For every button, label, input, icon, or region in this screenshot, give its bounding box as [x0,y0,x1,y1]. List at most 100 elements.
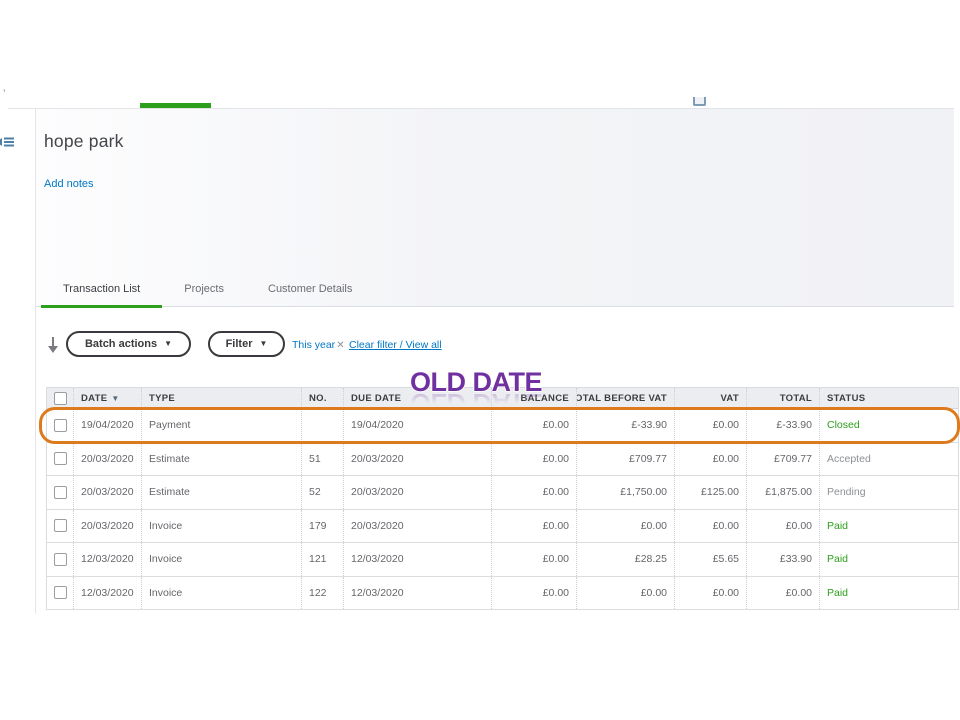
table-row[interactable]: 20/03/2020 Estimate 51 20/03/2020 £0.00 … [47,442,958,476]
tab-projects[interactable]: Projects [184,283,224,295]
header-total-before-vat[interactable]: TOTAL BEFORE VAT [577,388,675,408]
vat-cell[interactable]: £0.00 [675,409,747,442]
total-cell[interactable]: £-33.90 [747,409,820,442]
no-cell[interactable]: 122 [302,576,344,609]
batch-actions-label: Batch actions [84,338,158,350]
no-cell[interactable] [302,409,344,442]
type-cell[interactable]: Invoice [142,509,302,542]
chevron-down-icon: ▼ [164,339,173,348]
total-cell[interactable]: £709.77 [747,442,820,475]
header-date[interactable]: DATE ▼ [74,388,142,408]
type-cell[interactable]: Invoice [142,576,302,609]
vat-cell[interactable]: £5.65 [675,543,747,576]
type-cell[interactable]: Invoice [142,543,302,576]
date-cell[interactable]: 12/03/2020 [74,543,142,576]
tab-customer-details[interactable]: Customer Details [268,283,353,295]
sidebar-collapse-icon[interactable] [0,133,15,151]
status-cell[interactable]: Accepted [827,452,871,465]
total-cell[interactable]: £0.00 [747,509,820,542]
row-checkbox[interactable] [53,519,67,533]
total-cell[interactable]: £0.00 [747,576,820,609]
type-cell[interactable]: Payment [142,409,302,442]
date-cell[interactable]: 19/04/2020 [74,409,142,442]
balance-cell[interactable]: £0.00 [492,476,577,509]
status-cell[interactable]: Paid [827,519,849,532]
row-checkbox-cell [47,409,74,442]
due-date-cell[interactable]: 12/03/2020 [344,543,492,576]
total-cell[interactable]: £1,875.00 [747,476,820,509]
row-checkbox-cell [47,509,74,542]
row-checkbox-cell [47,576,74,609]
date-cell[interactable]: 20/03/2020 [74,476,142,509]
header-status[interactable]: STATUS [827,392,866,404]
table-row[interactable]: 19/04/2020 Payment 19/04/2020 £0.00 £-33… [39,406,960,444]
header-vat[interactable]: VAT [675,388,747,408]
tab-transaction-list[interactable]: Transaction List [41,283,163,308]
row-checkbox-cell [47,543,74,576]
vat-cell[interactable]: £125.00 [675,476,747,509]
status-cell[interactable]: Closed [827,419,860,432]
table-toolbar: Batch actions ▼ Filter ▼ This year✕ Clea… [36,331,954,359]
type-cell[interactable]: Estimate [142,476,302,509]
header-balance[interactable]: BALANCE [492,388,577,408]
select-all-checkbox[interactable] [53,391,67,405]
date-cell[interactable]: 20/03/2020 [74,509,142,542]
due-date-cell[interactable]: 12/03/2020 [344,576,492,609]
total-cell[interactable]: £33.90 [747,543,820,576]
table-row[interactable]: 20/03/2020 Invoice 179 20/03/2020 £0.00 … [47,509,958,543]
date-cell[interactable]: 12/03/2020 [74,576,142,609]
export-download-icon[interactable] [44,335,62,355]
no-cell[interactable]: 52 [302,476,344,509]
applied-filter-chip[interactable]: This year✕ [292,339,345,351]
balance-cell[interactable]: £0.00 [492,442,577,475]
table-row[interactable]: 12/03/2020 Invoice 122 12/03/2020 £0.00 … [47,576,958,610]
filter-button[interactable]: Filter ▼ [208,331,285,357]
status-cell[interactable]: Paid [827,553,849,566]
total-before-vat-cell[interactable]: £0.00 [577,509,675,542]
header-total[interactable]: TOTAL [747,388,820,408]
batch-actions-button[interactable]: Batch actions ▼ [66,331,191,357]
row-checkbox[interactable] [53,452,67,466]
clear-filter-link[interactable]: Clear filter / View all [349,339,442,351]
balance-cell[interactable]: £0.00 [492,576,577,609]
add-notes-link[interactable]: Add notes [44,178,94,190]
due-date-cell[interactable]: 20/03/2020 [344,442,492,475]
row-checkbox[interactable] [53,552,67,566]
due-date-cell[interactable]: 20/03/2020 [344,476,492,509]
balance-cell[interactable]: £0.00 [492,409,577,442]
no-cell[interactable]: 51 [302,442,344,475]
vat-cell[interactable]: £0.00 [675,509,747,542]
type-cell[interactable]: Estimate [142,442,302,475]
total-before-vat-cell[interactable]: £1,750.00 [577,476,675,509]
status-cell[interactable]: Pending [827,486,866,499]
cropped-square-icon [693,97,706,106]
screenshot-artifact-mark: ’ [3,88,6,100]
no-cell[interactable]: 179 [302,509,344,542]
row-checkbox[interactable] [53,586,67,600]
total-before-vat-cell[interactable]: £-33.90 [577,409,675,442]
header-no[interactable]: NO. [302,388,344,408]
no-cell[interactable]: 121 [302,543,344,576]
status-cell[interactable]: Paid [827,586,849,599]
total-before-vat-cell[interactable]: £0.00 [577,576,675,609]
balance-cell[interactable]: £0.00 [492,509,577,542]
select-all-cell [47,388,74,408]
vat-cell[interactable]: £0.00 [675,576,747,609]
vat-cell[interactable]: £0.00 [675,442,747,475]
header-type[interactable]: TYPE [142,388,302,408]
customer-page-panel: hope park Add notes Transaction List Pro… [35,109,960,614]
table-row[interactable]: 20/03/2020 Estimate 52 20/03/2020 £0.00 … [47,476,958,510]
row-checkbox[interactable] [53,418,67,432]
due-date-cell[interactable]: 20/03/2020 [344,509,492,542]
total-before-vat-cell[interactable]: £28.25 [577,543,675,576]
total-before-vat-cell[interactable]: £709.77 [577,442,675,475]
due-date-cell[interactable]: 19/04/2020 [344,409,492,442]
row-checkbox[interactable] [53,485,67,499]
date-cell[interactable]: 20/03/2020 [74,442,142,475]
row-checkbox-cell [47,476,74,509]
table-row[interactable]: 12/03/2020 Invoice 121 12/03/2020 £0.00 … [47,543,958,577]
header-due-date[interactable]: DUE DATE [344,388,492,408]
remove-filter-icon[interactable]: ✕ [336,340,345,351]
balance-cell[interactable]: £0.00 [492,543,577,576]
